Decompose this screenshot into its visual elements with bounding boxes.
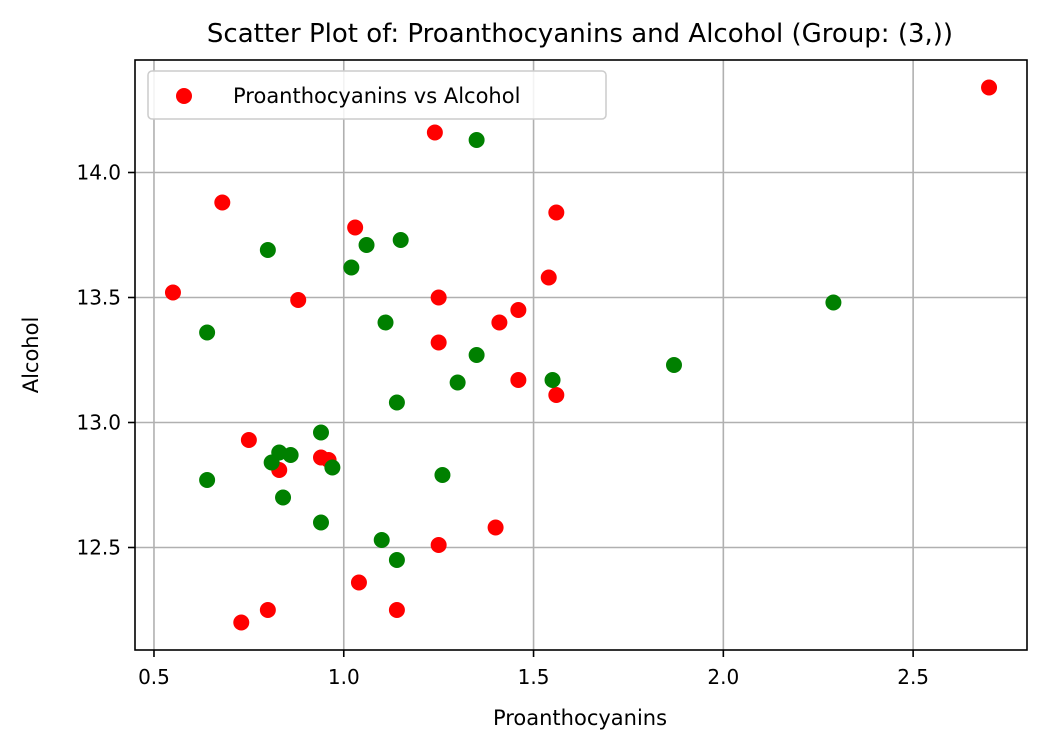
x-tick-label: 2.5	[897, 665, 929, 689]
scatter-point	[430, 334, 447, 351]
scatter-point	[259, 242, 276, 258]
scatter-point	[468, 347, 485, 363]
scatter-point	[540, 269, 557, 286]
scatter-point	[377, 314, 394, 331]
scatter-point	[358, 237, 375, 253]
scatter-point	[240, 432, 257, 448]
legend-marker	[176, 88, 192, 104]
scatter-point	[468, 132, 485, 148]
y-tick-label: 14.0	[76, 161, 121, 185]
scatter-point	[199, 324, 216, 341]
legend-label: Proanthocyanins vs Alcohol	[233, 84, 520, 108]
scatter-point	[544, 372, 561, 388]
series-1	[199, 132, 842, 568]
scatter-point	[665, 357, 682, 373]
x-tick-label: 1.0	[328, 665, 360, 689]
scatter-point	[510, 302, 527, 318]
legend-box	[147, 70, 607, 120]
scatter-point	[347, 219, 364, 236]
scatter-point	[312, 424, 329, 441]
scatter-point	[324, 459, 341, 476]
scatter-point	[449, 374, 466, 391]
y-tick-label: 13.0	[76, 411, 121, 435]
grid-lines	[135, 60, 1027, 650]
scatter-point	[426, 124, 443, 141]
scatter-point	[392, 232, 409, 248]
scatter-point	[388, 394, 405, 411]
scatter-point	[434, 467, 451, 483]
scatter-point	[487, 519, 504, 536]
scatter-point	[290, 292, 307, 308]
x-axis-label: Proanthocyanins	[493, 706, 667, 730]
plot-frame	[134, 59, 1028, 651]
chart-title: Scatter Plot of: Proanthocyanins and Alc…	[207, 19, 953, 49]
scatter-point	[388, 602, 405, 618]
scatter-point	[343, 259, 360, 276]
axis-ticks: 0.5 1.0 1.5 2.0 2.5 12.5 13.0 13.5 14.0	[76, 161, 929, 690]
scatter-point	[825, 294, 842, 311]
data-points	[164, 79, 998, 631]
x-tick-label: 1.5	[518, 665, 550, 689]
scatter-point	[263, 454, 280, 471]
scatter-point	[164, 284, 181, 301]
scatter-point	[275, 489, 292, 506]
scatter-point	[199, 472, 216, 488]
y-tick-label: 12.5	[76, 536, 121, 560]
x-tick-label: 2.0	[707, 665, 739, 689]
y-tick-label: 13.5	[76, 286, 121, 310]
scatter-point	[373, 532, 390, 548]
legend: Proanthocyanins vs Alcohol	[147, 70, 607, 120]
scatter-point	[214, 194, 231, 211]
x-tick-label: 0.5	[138, 665, 170, 689]
scatter-point	[510, 372, 527, 388]
scatter-point	[350, 574, 367, 591]
scatter-point	[312, 514, 329, 531]
scatter-point	[548, 387, 565, 403]
scatter-point	[491, 314, 508, 331]
scatter-point	[548, 204, 565, 221]
scatter-point	[430, 289, 447, 306]
scatter-point	[430, 537, 447, 553]
scatter-point	[981, 79, 998, 96]
scatter-point	[282, 447, 299, 463]
y-axis-label: Alcohol	[19, 317, 43, 394]
scatter-point	[388, 552, 405, 568]
scatter-point	[233, 614, 250, 631]
scatter-point	[259, 602, 276, 618]
